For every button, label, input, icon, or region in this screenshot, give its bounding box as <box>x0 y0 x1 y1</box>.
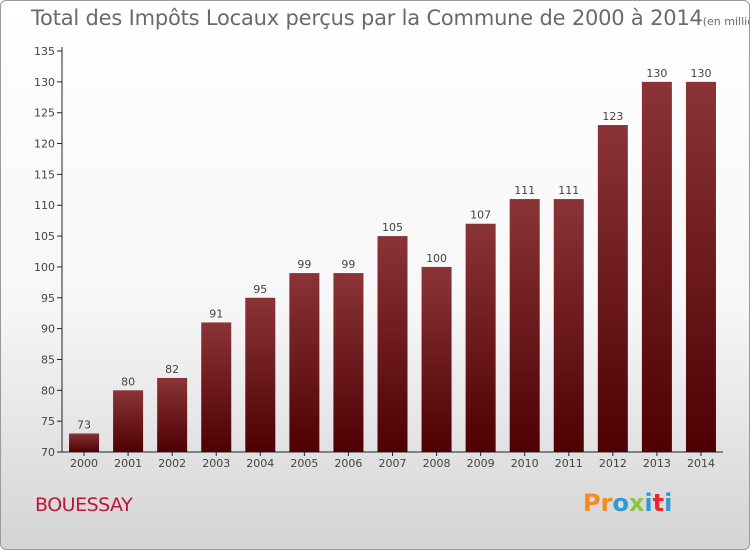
y-tick-label: 125 <box>34 107 55 120</box>
bar-2000 <box>69 433 100 452</box>
bar-2009 <box>465 223 496 452</box>
x-tick-label: 2011 <box>555 457 583 470</box>
logo-letter: i <box>644 489 653 517</box>
x-tick-label: 2013 <box>643 457 671 470</box>
x-tick-label: 2008 <box>423 457 451 470</box>
x-tick-label: 2007 <box>379 457 407 470</box>
bar-2007 <box>377 236 408 452</box>
y-tick-label: 105 <box>34 230 55 243</box>
y-tick-label: 80 <box>41 384 55 397</box>
bar-2011 <box>553 199 584 452</box>
logo-letter: x <box>628 489 645 517</box>
logo-letter: t <box>652 489 665 517</box>
y-tick-label: 70 <box>41 446 55 459</box>
y-tick-label: 115 <box>34 168 55 181</box>
axes: 70 75 80 85 90 95 100 105 110 115 120 125 130 135 2000… <box>34 45 723 470</box>
y-tick-label: 90 <box>41 323 55 336</box>
x-tick-label: 2005 <box>290 457 318 470</box>
data-label-2005: 99 <box>297 258 311 271</box>
bar-2003 <box>201 322 232 452</box>
logo-letter: i <box>664 489 673 517</box>
y-tick-label: 120 <box>34 138 55 151</box>
data-label-2007: 105 <box>382 221 403 234</box>
bar-2010 <box>509 199 540 452</box>
logo-letter: o <box>612 489 629 517</box>
y-tick-label: 135 <box>34 45 55 58</box>
x-tick-label: 2012 <box>599 457 627 470</box>
y-tick-label: 85 <box>41 353 55 366</box>
data-label-2002: 82 <box>165 363 179 376</box>
data-label-2004: 95 <box>253 283 267 296</box>
y-tick-label: 100 <box>34 261 55 274</box>
data-label-2011: 111 <box>558 184 579 197</box>
chart-title-text: Total des Impôts Locaux perçus par la Co… <box>31 6 703 30</box>
y-tick-label: 95 <box>41 292 55 305</box>
bar-2008 <box>421 266 452 452</box>
bar-2004 <box>245 297 276 452</box>
x-tick-label: 2006 <box>334 457 362 470</box>
data-label-2009: 107 <box>470 209 491 222</box>
data-label-2001: 80 <box>121 375 135 388</box>
data-label-2012: 123 <box>602 110 623 123</box>
bar-2012 <box>597 125 628 453</box>
bar-2006 <box>333 273 364 452</box>
logo-letter: P <box>583 489 601 517</box>
x-tick-label: 2000 <box>70 457 98 470</box>
y-tick-label: 130 <box>34 76 55 89</box>
x-tick-label: 2002 <box>158 457 186 470</box>
logo-letter: r <box>600 489 613 517</box>
data-label-2006: 99 <box>341 258 355 271</box>
x-tick-label: 2004 <box>246 457 274 470</box>
x-tick-label: 2001 <box>114 457 142 470</box>
x-tick-label: 2009 <box>467 457 495 470</box>
bar-2014 <box>685 81 716 452</box>
x-tick-label: 2003 <box>202 457 230 470</box>
data-label-2014: 130 <box>690 67 711 80</box>
commune-name: BOUESSAY <box>35 494 133 516</box>
data-labels: 73 80 82 91 95 99 99 105 100 107 111 111 123 130 130 <box>77 67 711 432</box>
x-tick-label: 2014 <box>687 457 715 470</box>
chart-title: Total des Impôts Locaux perçus par la Co… <box>31 6 749 30</box>
data-label-2000: 73 <box>77 418 91 431</box>
bar-2005 <box>289 273 320 452</box>
data-label-2008: 100 <box>426 252 447 265</box>
y-tick-label: 110 <box>34 199 55 212</box>
bar-2001 <box>113 390 144 452</box>
bar-2002 <box>157 377 188 452</box>
bar-2013 <box>641 81 672 452</box>
data-label-2013: 130 <box>646 67 667 80</box>
data-label-2010: 111 <box>514 184 535 197</box>
bars <box>69 81 716 453</box>
chart-unit-label: (en milliers d'€) <box>702 15 749 28</box>
y-tick-label: 75 <box>41 415 55 428</box>
proxiti-logo: Proxiti <box>583 489 672 517</box>
data-label-2003: 91 <box>209 307 223 320</box>
x-tick-label: 2010 <box>511 457 539 470</box>
